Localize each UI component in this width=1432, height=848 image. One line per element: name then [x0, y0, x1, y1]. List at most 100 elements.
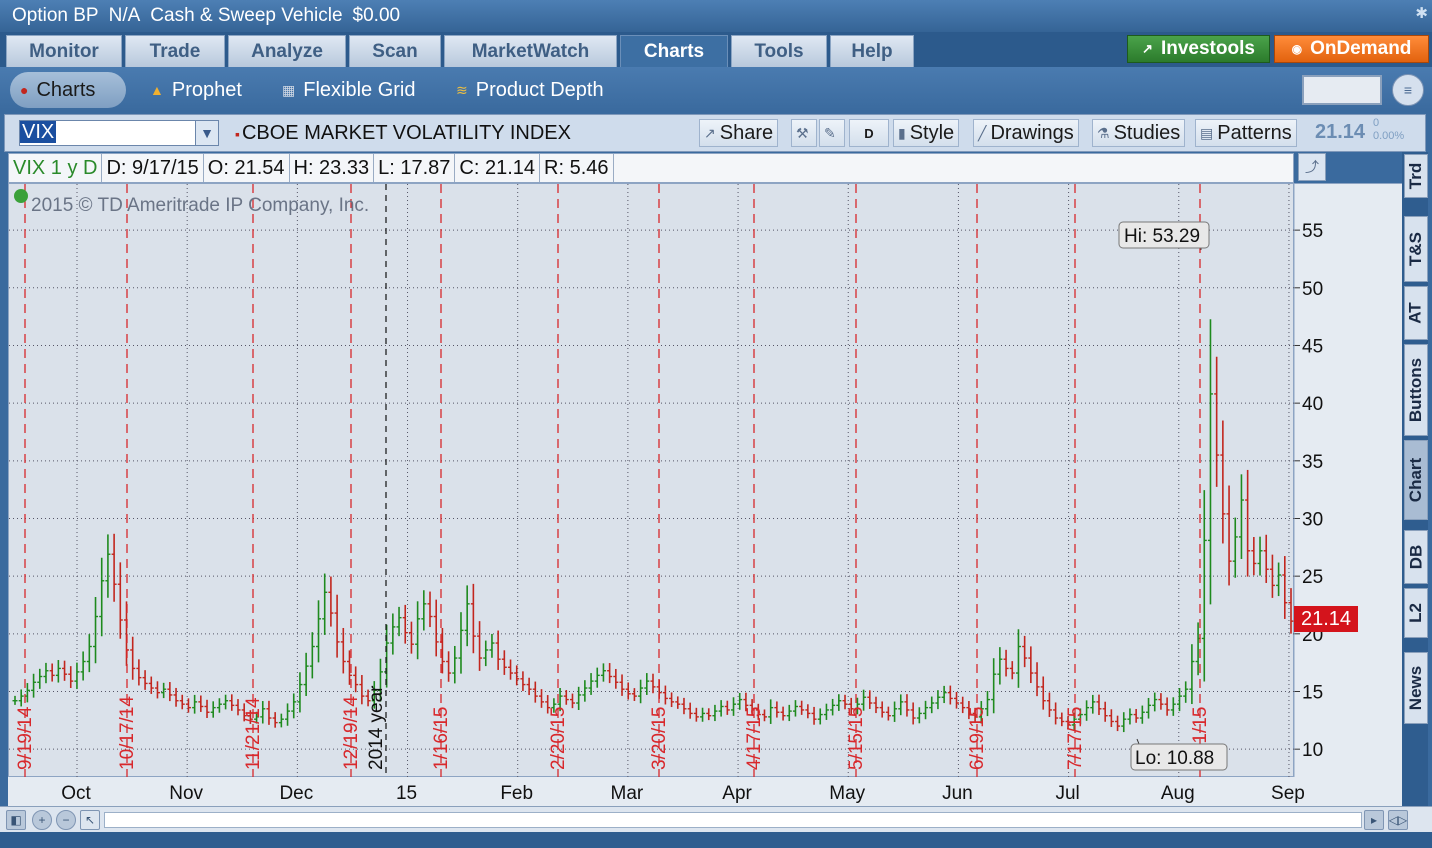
tab-charts[interactable]: Charts: [620, 35, 728, 67]
layout-selector[interactable]: [1302, 75, 1382, 105]
symbol-input[interactable]: VIX: [19, 120, 197, 146]
expand-icon[interactable]: ◁▷: [1388, 810, 1408, 830]
tab-trade[interactable]: Trade: [125, 35, 225, 67]
zoom-out-icon[interactable]: −: [56, 810, 76, 830]
ohlc-bar: [167, 682, 173, 702]
share-icon: ↗: [704, 124, 716, 141]
style-label: Style: [909, 121, 955, 144]
ohlc-bar: [594, 667, 600, 688]
ohlc-bar: [923, 700, 929, 720]
studies-icon: ⚗: [1097, 124, 1110, 141]
zoom-in-icon[interactable]: +: [32, 810, 52, 830]
ohlc-bar: [947, 685, 953, 705]
time-axis[interactable]: Oct Nov Dec 15 Feb Mar Apr May Jun Jul Aug Sep: [8, 777, 1402, 807]
symbol-dropdown-icon[interactable]: ▼: [195, 120, 219, 146]
event-label: 6/19/15: [967, 707, 988, 770]
ohlc-bar: [792, 700, 798, 717]
gear-icon[interactable]: ✱: [1415, 5, 1428, 22]
wrench-glyph: ✎: [824, 124, 836, 141]
x-tick-label: Aug: [1161, 783, 1195, 804]
ohlc-bar: [322, 573, 328, 635]
ohlc-bar: [1269, 554, 1275, 598]
sidetab-at-label: AT: [1406, 302, 1425, 324]
event-label: 1/16/15: [431, 707, 452, 770]
tab-analyze[interactable]: Analyze: [228, 35, 346, 67]
sidetab-ts[interactable]: T&S: [1404, 216, 1428, 282]
window-bottom-strip: [0, 832, 1432, 848]
ohlc-bar: [37, 668, 43, 689]
ohlc-bar: [613, 668, 619, 689]
subtab-prophet[interactable]: ▲ Prophet: [140, 72, 252, 108]
drawings-button[interactable]: ╱ Drawings: [973, 119, 1079, 147]
ohlc-bar: [1152, 692, 1158, 712]
event-label: 12/19/14: [341, 696, 362, 770]
tab-marketwatch[interactable]: MarketWatch: [444, 35, 617, 67]
chart-settings-icon[interactable]: ⤴: [1298, 153, 1326, 181]
ohlc-bar: [93, 596, 99, 664]
ohlc-bar: [1164, 697, 1170, 716]
x-tick-label: Feb: [500, 783, 533, 804]
ohlc-bar: [836, 694, 842, 711]
ohlc-bar: [1022, 635, 1028, 668]
ohlc-bar: [1084, 700, 1090, 721]
ohlc-bar: [675, 696, 681, 709]
sidetab-trd[interactable]: Trd: [1404, 154, 1428, 198]
sidetab-chart[interactable]: Chart: [1404, 440, 1428, 520]
ohlc-bar: [1282, 556, 1288, 619]
chart-scrollbar[interactable]: [104, 812, 1362, 828]
menu-icon[interactable]: ≡: [1392, 74, 1424, 106]
ohlc-bar: [303, 652, 309, 696]
subtab-product-depth[interactable]: ≋ Product Depth: [446, 72, 614, 108]
patterns-button[interactable]: ▤ Patterns: [1195, 119, 1297, 147]
timeframe-button[interactable]: D: [849, 119, 889, 147]
sidetab-at[interactable]: AT: [1404, 286, 1428, 340]
patterns-icon: ▤: [1200, 124, 1214, 141]
studies-button[interactable]: ⚗ Studies: [1092, 119, 1186, 147]
ohlc-bar: [241, 703, 247, 722]
ondemand-button[interactable]: ◉ OnDemand: [1274, 35, 1429, 63]
y-tick-label: 35: [1302, 452, 1323, 473]
ohlc-bar: [508, 659, 514, 680]
sidetab-l2[interactable]: L2: [1404, 588, 1428, 638]
sweep-value: $0.00: [352, 5, 401, 26]
sidetab-db[interactable]: DB: [1404, 530, 1428, 584]
ohlc-bar: [334, 594, 340, 658]
ohlc-bar: [1127, 708, 1133, 725]
subtab-flexible-grid[interactable]: ▦ Flexible Grid: [272, 72, 426, 108]
investools-icon: ↗: [1142, 41, 1153, 56]
scroll-right-icon[interactable]: ▸: [1364, 810, 1384, 830]
ohlc-bar: [582, 680, 588, 702]
ohlc-bar: [1009, 661, 1015, 680]
ohlc-bar: [297, 672, 303, 713]
ohlc-bar: [1207, 319, 1213, 605]
price-chart[interactable]: 9/19/14 10/17/14 11/21/14 12/19/14 1/16/15 2/…: [8, 183, 1295, 778]
ohlc-bar: [353, 666, 359, 693]
ohlc-bar: [997, 647, 1003, 685]
tab-tools[interactable]: Tools: [731, 35, 827, 67]
tab-help[interactable]: Help: [830, 35, 914, 67]
ohlc-bar: [978, 701, 984, 724]
wrench-icon[interactable]: ✎: [819, 119, 845, 147]
tab-monitor[interactable]: Monitor: [6, 35, 122, 67]
collapse-icon[interactable]: ◧: [6, 810, 26, 830]
style-button[interactable]: ▮ Style: [893, 119, 960, 147]
ohlc-bar: [272, 712, 278, 728]
studies-label: Studies: [1113, 121, 1181, 144]
x-tick-label: 15: [396, 783, 417, 804]
symbol-period[interactable]: VIX 1 y D: [9, 154, 103, 182]
ohlc-bar: [669, 692, 675, 708]
symbol-input-text: VIX: [20, 121, 57, 143]
event-label: 10/17/14: [117, 696, 138, 770]
cursor-icon[interactable]: ↖: [80, 810, 100, 830]
ruler-icon[interactable]: ⚒: [791, 119, 817, 147]
sidetab-buttons[interactable]: Buttons: [1404, 344, 1428, 436]
ohlc-bar: [780, 706, 786, 721]
price-axis[interactable]: 10 15 20 25 30 35 40 45 50 55: [1293, 183, 1402, 778]
watermark: 2015 © TD Ameritrade IP Company, Inc.: [31, 195, 369, 216]
investools-button[interactable]: ↗ Investools: [1127, 35, 1270, 63]
sidetab-news[interactable]: News: [1404, 652, 1428, 724]
share-button[interactable]: ↗ Share: [699, 119, 779, 147]
ohlc-bar: [1003, 649, 1009, 677]
tab-scan[interactable]: Scan: [349, 35, 441, 67]
subtab-charts[interactable]: ● Charts: [10, 72, 126, 108]
